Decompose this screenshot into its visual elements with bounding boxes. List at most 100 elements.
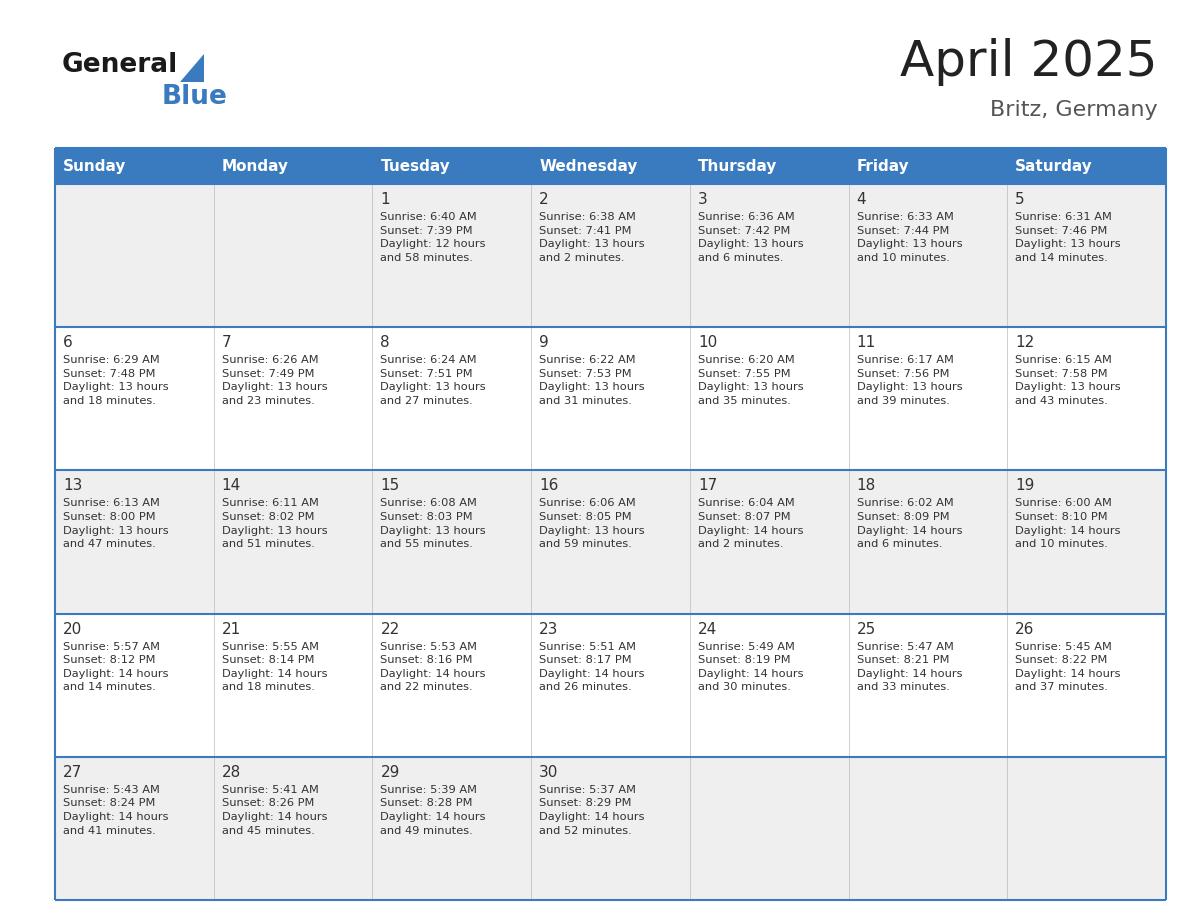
Bar	[214, 613, 372, 756]
Text: Sunrise: 6:06 AM
Sunset: 8:05 PM
Daylight: 13 hours
and 59 minutes.: Sunrise: 6:06 AM Sunset: 8:05 PM Dayligh…	[539, 498, 645, 549]
Text: Thursday: Thursday	[697, 159, 777, 174]
Text: Sunrise: 6:11 AM
Sunset: 8:02 PM
Daylight: 13 hours
and 51 minutes.: Sunrise: 6:11 AM Sunset: 8:02 PM Dayligh…	[222, 498, 328, 549]
Text: Sunrise: 6:15 AM
Sunset: 7:58 PM
Daylight: 13 hours
and 43 minutes.: Sunrise: 6:15 AM Sunset: 7:58 PM Dayligh…	[1016, 355, 1121, 406]
Bar	[214, 470, 372, 613]
Text: Sunrise: 6:08 AM
Sunset: 8:03 PM
Daylight: 13 hours
and 55 minutes.: Sunrise: 6:08 AM Sunset: 8:03 PM Dayligh…	[380, 498, 486, 549]
Bar	[214, 756, 372, 900]
Text: General: General	[62, 52, 178, 78]
Text: 14: 14	[222, 478, 241, 493]
Text: Sunrise: 6:20 AM
Sunset: 7:55 PM
Daylight: 13 hours
and 35 minutes.: Sunrise: 6:20 AM Sunset: 7:55 PM Dayligh…	[697, 355, 803, 406]
Text: 15: 15	[380, 478, 399, 493]
Text: Sunrise: 5:41 AM
Sunset: 8:26 PM
Daylight: 14 hours
and 45 minutes.: Sunrise: 5:41 AM Sunset: 8:26 PM Dayligh…	[222, 785, 327, 835]
Text: Sunrise: 6:33 AM
Sunset: 7:44 PM
Daylight: 13 hours
and 10 minutes.: Sunrise: 6:33 AM Sunset: 7:44 PM Dayligh…	[857, 212, 962, 263]
Bar	[531, 613, 690, 756]
Bar	[214, 148, 372, 184]
Text: Monday: Monday	[222, 159, 289, 174]
Bar	[848, 756, 1007, 900]
Text: Sunrise: 6:13 AM
Sunset: 8:00 PM
Daylight: 13 hours
and 47 minutes.: Sunrise: 6:13 AM Sunset: 8:00 PM Dayligh…	[63, 498, 169, 549]
Bar	[372, 327, 531, 470]
Text: Sunrise: 5:37 AM
Sunset: 8:29 PM
Daylight: 14 hours
and 52 minutes.: Sunrise: 5:37 AM Sunset: 8:29 PM Dayligh…	[539, 785, 645, 835]
Bar	[690, 613, 848, 756]
Text: 17: 17	[697, 478, 718, 493]
Text: 28: 28	[222, 765, 241, 779]
Text: 5: 5	[1016, 192, 1025, 207]
Text: 20: 20	[63, 621, 82, 636]
Bar	[55, 613, 214, 756]
Text: 11: 11	[857, 335, 876, 350]
Text: 30: 30	[539, 765, 558, 779]
Text: Wednesday: Wednesday	[539, 159, 638, 174]
Text: Saturday: Saturday	[1016, 159, 1093, 174]
Text: Sunrise: 6:02 AM
Sunset: 8:09 PM
Daylight: 14 hours
and 6 minutes.: Sunrise: 6:02 AM Sunset: 8:09 PM Dayligh…	[857, 498, 962, 549]
Text: 27: 27	[63, 765, 82, 779]
Bar	[372, 470, 531, 613]
Text: Sunrise: 5:55 AM
Sunset: 8:14 PM
Daylight: 14 hours
and 18 minutes.: Sunrise: 5:55 AM Sunset: 8:14 PM Dayligh…	[222, 642, 327, 692]
Text: 18: 18	[857, 478, 876, 493]
Bar	[690, 148, 848, 184]
Text: Sunrise: 6:24 AM
Sunset: 7:51 PM
Daylight: 13 hours
and 27 minutes.: Sunrise: 6:24 AM Sunset: 7:51 PM Dayligh…	[380, 355, 486, 406]
Text: Blue: Blue	[162, 84, 228, 110]
Bar	[848, 184, 1007, 327]
Bar	[531, 756, 690, 900]
Bar	[1007, 756, 1165, 900]
Text: Sunrise: 5:43 AM
Sunset: 8:24 PM
Daylight: 14 hours
and 41 minutes.: Sunrise: 5:43 AM Sunset: 8:24 PM Dayligh…	[63, 785, 169, 835]
Text: 4: 4	[857, 192, 866, 207]
Text: Sunrise: 5:49 AM
Sunset: 8:19 PM
Daylight: 14 hours
and 30 minutes.: Sunrise: 5:49 AM Sunset: 8:19 PM Dayligh…	[697, 642, 803, 692]
Text: Sunrise: 6:38 AM
Sunset: 7:41 PM
Daylight: 13 hours
and 2 minutes.: Sunrise: 6:38 AM Sunset: 7:41 PM Dayligh…	[539, 212, 645, 263]
Text: 12: 12	[1016, 335, 1035, 350]
Bar	[690, 327, 848, 470]
Text: Sunrise: 6:04 AM
Sunset: 8:07 PM
Daylight: 14 hours
and 2 minutes.: Sunrise: 6:04 AM Sunset: 8:07 PM Dayligh…	[697, 498, 803, 549]
Bar	[55, 184, 214, 327]
Bar	[690, 184, 848, 327]
Bar	[690, 470, 848, 613]
Text: Sunrise: 6:22 AM
Sunset: 7:53 PM
Daylight: 13 hours
and 31 minutes.: Sunrise: 6:22 AM Sunset: 7:53 PM Dayligh…	[539, 355, 645, 406]
Bar	[848, 327, 1007, 470]
Text: Sunrise: 6:40 AM
Sunset: 7:39 PM
Daylight: 12 hours
and 58 minutes.: Sunrise: 6:40 AM Sunset: 7:39 PM Dayligh…	[380, 212, 486, 263]
Text: 10: 10	[697, 335, 718, 350]
Text: Sunrise: 6:29 AM
Sunset: 7:48 PM
Daylight: 13 hours
and 18 minutes.: Sunrise: 6:29 AM Sunset: 7:48 PM Dayligh…	[63, 355, 169, 406]
Text: 24: 24	[697, 621, 718, 636]
Text: Sunrise: 6:17 AM
Sunset: 7:56 PM
Daylight: 13 hours
and 39 minutes.: Sunrise: 6:17 AM Sunset: 7:56 PM Dayligh…	[857, 355, 962, 406]
Text: Friday: Friday	[857, 159, 909, 174]
Bar	[214, 184, 372, 327]
Text: Sunrise: 5:39 AM
Sunset: 8:28 PM
Daylight: 14 hours
and 49 minutes.: Sunrise: 5:39 AM Sunset: 8:28 PM Dayligh…	[380, 785, 486, 835]
Text: 23: 23	[539, 621, 558, 636]
Text: Britz, Germany: Britz, Germany	[991, 100, 1158, 120]
Text: 3: 3	[697, 192, 708, 207]
Text: 16: 16	[539, 478, 558, 493]
Bar	[690, 756, 848, 900]
Text: 13: 13	[63, 478, 82, 493]
Text: Sunrise: 5:45 AM
Sunset: 8:22 PM
Daylight: 14 hours
and 37 minutes.: Sunrise: 5:45 AM Sunset: 8:22 PM Dayligh…	[1016, 642, 1120, 692]
Bar	[848, 148, 1007, 184]
Text: Sunrise: 6:26 AM
Sunset: 7:49 PM
Daylight: 13 hours
and 23 minutes.: Sunrise: 6:26 AM Sunset: 7:49 PM Dayligh…	[222, 355, 328, 406]
Text: Sunrise: 5:47 AM
Sunset: 8:21 PM
Daylight: 14 hours
and 33 minutes.: Sunrise: 5:47 AM Sunset: 8:21 PM Dayligh…	[857, 642, 962, 692]
Text: 2: 2	[539, 192, 549, 207]
Polygon shape	[181, 54, 204, 82]
Text: 19: 19	[1016, 478, 1035, 493]
Bar	[55, 756, 214, 900]
Text: April 2025: April 2025	[901, 38, 1158, 86]
Text: Sunrise: 6:36 AM
Sunset: 7:42 PM
Daylight: 13 hours
and 6 minutes.: Sunrise: 6:36 AM Sunset: 7:42 PM Dayligh…	[697, 212, 803, 263]
Bar	[372, 148, 531, 184]
Bar	[214, 327, 372, 470]
Text: Sunrise: 6:00 AM
Sunset: 8:10 PM
Daylight: 14 hours
and 10 minutes.: Sunrise: 6:00 AM Sunset: 8:10 PM Dayligh…	[1016, 498, 1120, 549]
Text: 8: 8	[380, 335, 390, 350]
Text: 9: 9	[539, 335, 549, 350]
Text: Sunrise: 5:53 AM
Sunset: 8:16 PM
Daylight: 14 hours
and 22 minutes.: Sunrise: 5:53 AM Sunset: 8:16 PM Dayligh…	[380, 642, 486, 692]
Text: 21: 21	[222, 621, 241, 636]
Bar	[531, 148, 690, 184]
Bar	[1007, 327, 1165, 470]
Text: 6: 6	[63, 335, 72, 350]
Bar	[1007, 148, 1165, 184]
Text: Sunrise: 5:51 AM
Sunset: 8:17 PM
Daylight: 14 hours
and 26 minutes.: Sunrise: 5:51 AM Sunset: 8:17 PM Dayligh…	[539, 642, 645, 692]
Bar	[1007, 613, 1165, 756]
Text: 26: 26	[1016, 621, 1035, 636]
Bar	[531, 184, 690, 327]
Text: Sunday: Sunday	[63, 159, 126, 174]
Bar	[1007, 184, 1165, 327]
Text: 7: 7	[222, 335, 232, 350]
Bar	[848, 470, 1007, 613]
Bar	[1007, 470, 1165, 613]
Text: 1: 1	[380, 192, 390, 207]
Bar	[372, 756, 531, 900]
